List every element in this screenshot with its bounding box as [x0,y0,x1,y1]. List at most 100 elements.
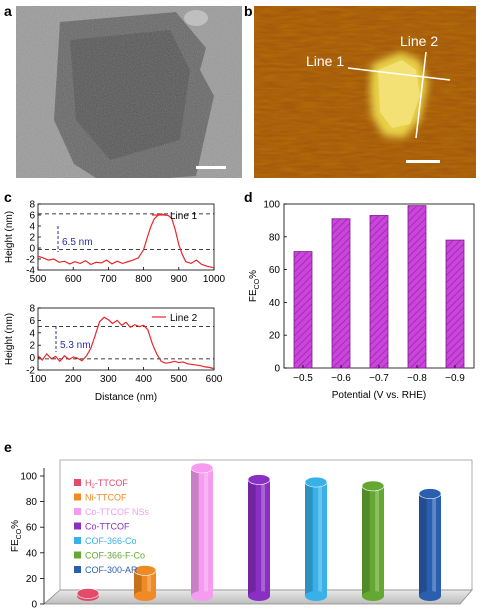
ytick-label: 0 [274,364,280,375]
ylabel-d: FECO% [248,270,261,302]
xtick-label: 800 [135,274,152,285]
legend-label-5: COF-366-F-Co [85,551,145,561]
legend-label-line-1: Line 1 [170,211,198,222]
line2-label: Line 2 [400,33,438,49]
bar-e-1 [133,565,157,601]
ytick-label: 60 [26,523,38,534]
cylinder-body [419,493,441,596]
ylabel-e: FECO% [10,520,23,552]
xtick-label: 900 [170,274,187,285]
xtick-label: 600 [206,374,223,385]
cylinder-base [134,591,156,601]
bar-e-2 [190,462,214,601]
cylinder-shade [305,482,313,596]
bar-d-3 [407,205,427,369]
xtick-label: −0.7 [369,373,389,384]
legend-swatch-0 [74,479,81,486]
ytick-label: 8 [29,304,35,315]
xtick-label: 500 [170,374,187,385]
ytick-label: 2 [29,341,35,352]
ytick-label: 60 [269,265,281,276]
xtick-label: −0.9 [445,373,465,384]
cylinder-base [305,591,327,601]
tem-image [16,6,242,178]
bar-d-4 [445,239,465,369]
panel-label-d: d [244,189,253,205]
ytick-label: -4 [26,266,35,277]
cylinder-top [247,474,271,485]
ytick-label: 100 [20,472,37,483]
legend-label-2: Co-TTCOF NSs [85,507,149,517]
cylinder-top [361,480,385,492]
bar-d-1 [331,218,351,369]
bar-e-3 [247,474,271,601]
ytick-label: 4 [29,328,35,339]
legend-e: H2-TTCOF Ni-TTCOF Co-TTCOF NSs Co-TTCOF COF-… [74,478,149,575]
xtick-label: 300 [100,374,117,385]
scale-bar-b [406,160,440,163]
ytick-label: 0 [31,600,37,611]
ytick-label: 40 [269,298,281,309]
xtick-label: 600 [65,274,82,285]
ylabel-c-bottom: Height (nm) [4,313,15,365]
xlabel-d: Potential (V vs. RHE) [332,390,426,401]
legend-label-3: Co-TTCOF [85,522,130,532]
ytick-label: 6 [29,316,35,327]
line1-label: Line 1 [306,53,344,69]
yticks-e: 0 20 40 60 80 100 [20,472,44,611]
xlabel-c: Distance (nm) [95,392,157,403]
cylinder-top [304,476,328,488]
bar-e-5 [361,480,385,601]
legend-label-line-2: Line 2 [170,313,198,324]
bars-d [293,205,465,369]
bar-d-2 [369,215,389,369]
chart-d: 0 20 40 60 80 100 −0.5 −0.6 −0.7 −0.8 −0.9 Potent… [248,200,475,401]
cylinder-base [362,591,384,601]
xtick-label: 100 [30,374,47,385]
ytick-label: 0 [29,244,35,255]
legend-swatch-5 [74,551,81,559]
cylinder-shade [191,468,199,596]
xtick-label: −0.5 [293,373,313,384]
ytick-label: 8 [29,200,35,211]
panel-label-b: b [244,3,253,19]
panel-label-e: e [4,439,12,455]
cylinder-shade [248,479,256,596]
cylinder-top [133,565,157,576]
xtick-label: 200 [65,374,82,385]
yticks-d: 0 20 40 60 80 100 [263,200,287,375]
legend-swatch-6 [74,566,81,573]
cylinder-shade [362,485,370,596]
xtick-label: 400 [135,374,152,385]
cylinder-body [248,479,270,596]
bar-e-4 [304,476,328,601]
ytick-label: 4 [29,222,35,233]
ref-lines-c-top [38,213,214,251]
line1-marker [347,67,451,81]
series-line-1 [37,213,215,269]
cylinder-shade [419,493,427,596]
ytick-label: -2 [26,255,35,266]
bar-e-6 [418,488,442,601]
plot-frame-c-bottom [37,307,215,371]
legend-swatch-1 [74,493,81,501]
xtick-label: −0.8 [407,373,427,384]
annotation-c-bottom: 5.3 nm [60,340,91,351]
cylinder-base [248,591,270,601]
legend-swatch-4 [74,537,81,544]
ytick-label: 100 [263,200,280,211]
legend-label-0: H2-TTCOF [85,478,128,490]
cylinder-highlight [318,482,323,596]
legend-swatch-2 [74,508,81,515]
scale-bar-a [196,166,226,169]
cylinder-body [305,482,327,596]
ytick-label: 2 [29,233,35,244]
ytick-label: 0 [29,353,35,364]
cylinder-highlight [432,493,437,596]
cylinder-highlight [204,468,209,596]
xticks-c-top: 500 600 700 800 900 1000 [30,267,226,285]
cylinder-top [190,462,214,474]
